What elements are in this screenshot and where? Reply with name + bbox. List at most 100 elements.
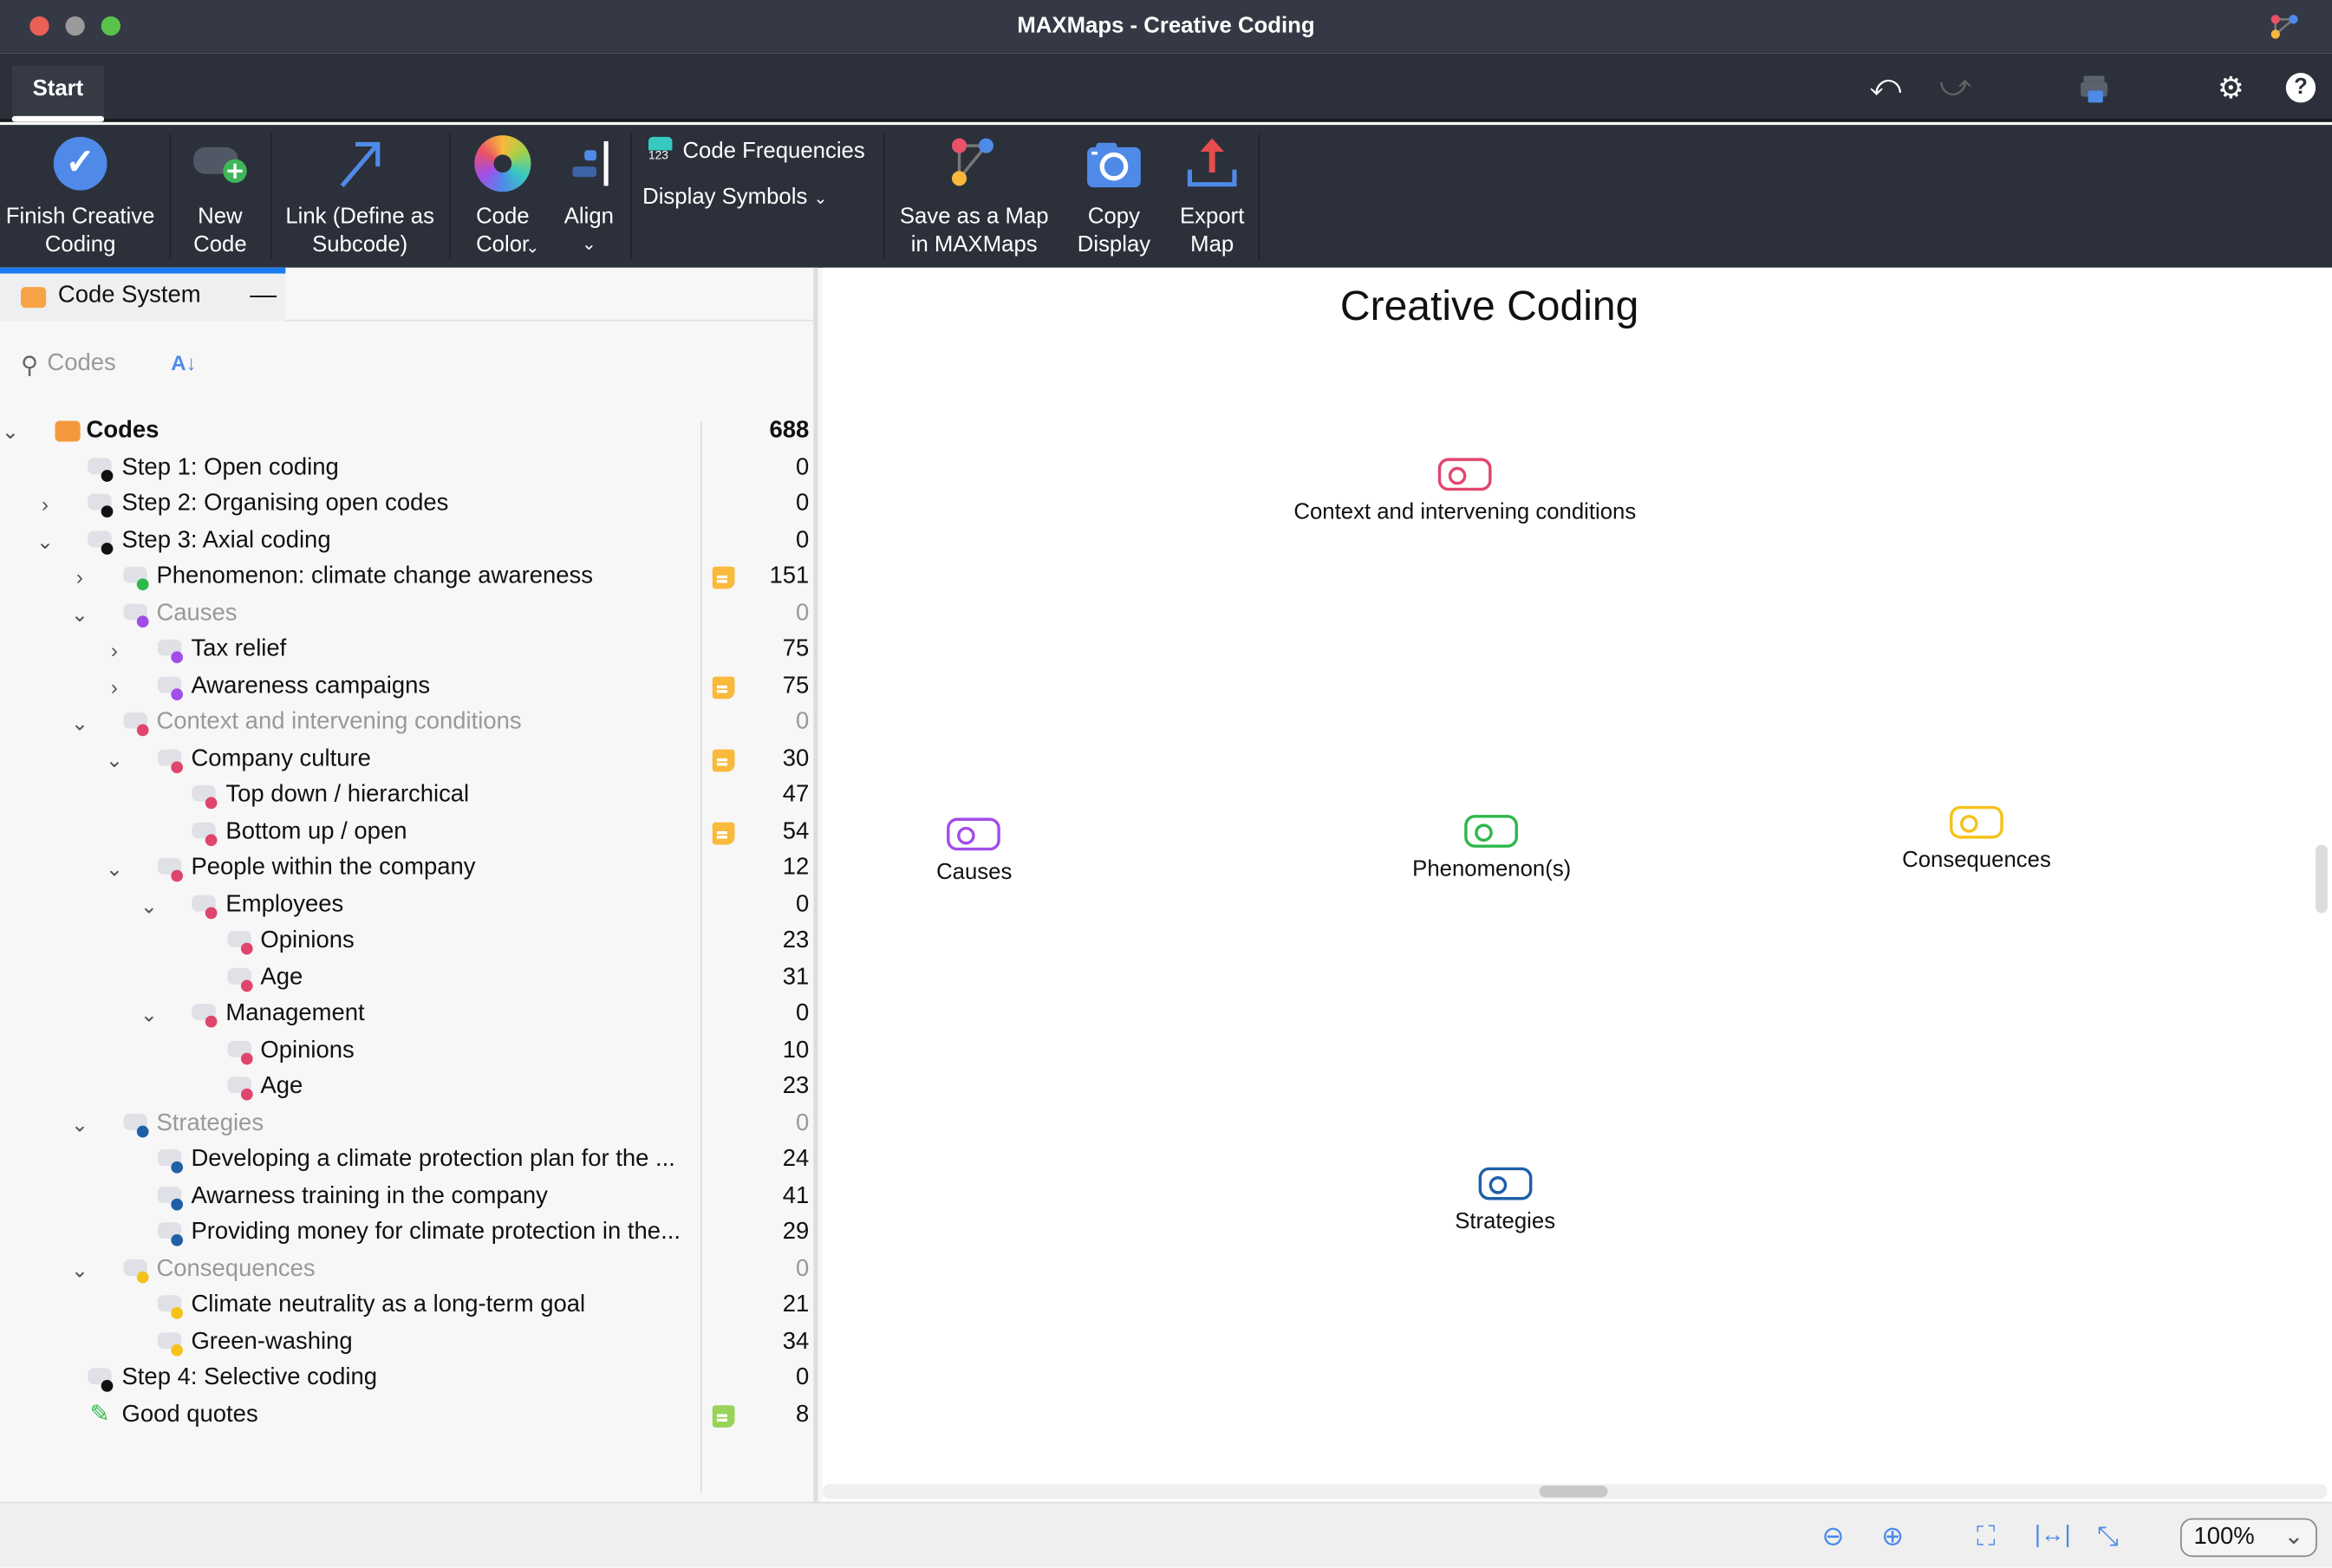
- code-row[interactable]: › Tax relief 75: [0, 632, 815, 667]
- chevron-down-icon[interactable]: ⌄: [105, 856, 123, 881]
- chevron-down-icon[interactable]: ⌄: [1, 419, 20, 444]
- code-row[interactable]: ⌄ Consequences 0: [0, 1252, 815, 1287]
- map-node[interactable]: Strategies: [1455, 1167, 1555, 1234]
- code-row[interactable]: Step 1: Open coding 0: [0, 450, 815, 485]
- export-map-button[interactable]: Export Map: [1169, 125, 1255, 268]
- zoom-level-value: 100%: [2193, 1524, 2255, 1550]
- save-as-map-button[interactable]: Save as a Map in MAXMaps: [892, 125, 1056, 268]
- collapse-arrows-icon[interactable]: ⤡: [2096, 1521, 2119, 1552]
- code-system-tab[interactable]: Code System —: [0, 273, 286, 322]
- minimize-window-button[interactable]: [65, 16, 85, 36]
- code-row[interactable]: ⌄ People within the company 12: [0, 850, 815, 886]
- chevron-down-icon: ⌄: [525, 239, 540, 257]
- vertical-scroll-thumb[interactable]: [2316, 844, 2328, 914]
- code-row[interactable]: Climate neutrality as a long-term goal 21: [0, 1288, 815, 1324]
- code-frequency: 24: [782, 1146, 810, 1172]
- code-row[interactable]: ⌄ Employees 0: [0, 887, 815, 922]
- status-bar: ⊖ ⊕ ⛶ |↔| ⤡ 100% ⌄: [0, 1501, 2332, 1568]
- code-row[interactable]: Green-washing 34: [0, 1324, 815, 1360]
- map-node-label: Consequences: [1902, 847, 2051, 874]
- map-canvas[interactable]: Creative Coding Context and intervening …: [822, 267, 2332, 1502]
- code-row[interactable]: Age 23: [0, 1069, 815, 1104]
- chevron-down-icon[interactable]: ⌄: [140, 893, 158, 917]
- memo-icon[interactable]: [712, 821, 735, 844]
- code-node-icon: [1464, 815, 1519, 848]
- chevron-right-icon[interactable]: ›: [110, 674, 118, 699]
- code-row[interactable]: ⌄ Codes 688: [0, 413, 815, 449]
- code-row[interactable]: Bottom up / open 54: [0, 814, 815, 849]
- code-frequencies-icon: 123: [648, 136, 673, 164]
- horizontal-scrollbar[interactable]: [822, 1484, 2328, 1500]
- code-row[interactable]: ✎ Good quotes 8: [0, 1397, 815, 1433]
- code-row[interactable]: › Step 2: Organising open codes 0: [0, 486, 815, 522]
- code-row[interactable]: Step 4: Selective coding 0: [0, 1361, 815, 1396]
- horizontal-scroll-thumb[interactable]: [1539, 1485, 1608, 1498]
- chevron-down-icon[interactable]: ⌄: [140, 1002, 158, 1026]
- chevron-right-icon[interactable]: ›: [110, 637, 118, 662]
- code-row[interactable]: Top down / hierarchical 47: [0, 777, 815, 813]
- chevron-down-icon[interactable]: ⌄: [70, 1111, 88, 1135]
- map-node[interactable]: Phenomenon(s): [1412, 815, 1571, 882]
- chevron-down-icon[interactable]: ⌄: [70, 1257, 88, 1281]
- memo-icon[interactable]: [712, 675, 735, 699]
- map-node[interactable]: Causes: [936, 817, 1012, 885]
- undo-icon[interactable]: ⤺: [1869, 69, 1902, 103]
- code-label: Management: [225, 1000, 365, 1026]
- code-row[interactable]: ⌄ Causes 0: [0, 595, 815, 631]
- zoom-out-icon[interactable]: ⊖: [1821, 1521, 1845, 1552]
- code-label: Step 1: Open coding: [121, 454, 339, 480]
- code-row[interactable]: Developing a climate protection plan for…: [0, 1142, 815, 1178]
- code-row[interactable]: › Phenomenon: climate change awareness 151: [0, 559, 815, 595]
- memo-icon[interactable]: [712, 748, 735, 771]
- chevron-down-icon[interactable]: ⌄: [36, 528, 55, 553]
- code-frequency: 30: [782, 745, 810, 771]
- chevron-right-icon[interactable]: ›: [75, 564, 83, 589]
- zoom-window-button[interactable]: [101, 16, 121, 36]
- zoom-in-icon[interactable]: ⊕: [1881, 1521, 1905, 1552]
- tab-start[interactable]: Start: [11, 65, 105, 122]
- close-window-button[interactable]: [29, 16, 49, 36]
- color-wheel-icon: [474, 135, 531, 192]
- finish-creative-coding-button[interactable]: ✓ Finish Creative Coding: [0, 125, 160, 268]
- collapse-panel-button[interactable]: —: [250, 279, 277, 309]
- zoom-level-select[interactable]: 100% ⌄: [2180, 1518, 2317, 1558]
- align-button[interactable]: Align ⌄: [557, 125, 622, 268]
- code-row[interactable]: Providing money for climate protection i…: [0, 1215, 815, 1251]
- settings-gear-icon[interactable]: ⚙: [2217, 73, 2244, 106]
- code-row[interactable]: Opinions 10: [0, 1032, 815, 1068]
- chevron-down-icon[interactable]: ⌄: [105, 747, 123, 771]
- code-row[interactable]: ⌄ Company culture 30: [0, 741, 815, 777]
- chevron-right-icon[interactable]: ›: [41, 491, 49, 517]
- code-row[interactable]: ⌄ Step 3: Axial coding 0: [0, 523, 815, 558]
- memo-icon[interactable]: [712, 1404, 735, 1428]
- code-row[interactable]: Opinions 23: [0, 923, 815, 959]
- code-row[interactable]: › Awareness campaigns 75: [0, 668, 815, 704]
- help-icon[interactable]: ?: [2285, 73, 2316, 103]
- code-color-dot: [240, 1088, 252, 1101]
- new-code-button[interactable]: New Code: [179, 125, 262, 268]
- code-color-button[interactable]: Code Color ⌄: [458, 125, 547, 268]
- code-frequency: 0: [795, 600, 810, 626]
- fit-width-icon[interactable]: |↔|: [2034, 1522, 2071, 1548]
- code-frequencies-toggle[interactable]: 123 Code Frequencies: [648, 136, 865, 164]
- sort-az-icon[interactable]: A↓: [171, 350, 197, 375]
- map-node[interactable]: Context and intervening conditions: [1293, 458, 1636, 525]
- code-row[interactable]: ⌄ Management 0: [0, 996, 815, 1031]
- fit-to-screen-icon[interactable]: ⛶: [1976, 1521, 1996, 1552]
- memo-icon[interactable]: [712, 566, 735, 589]
- map-node[interactable]: Consequences: [1902, 805, 2051, 874]
- print-icon[interactable]: [2079, 75, 2108, 104]
- chevron-down-icon[interactable]: ⌄: [70, 601, 88, 626]
- copy-display-button[interactable]: Copy Display: [1068, 125, 1160, 268]
- code-row[interactable]: Age 31: [0, 960, 815, 995]
- chevron-down-icon[interactable]: ⌄: [70, 711, 88, 735]
- link-subcode-button[interactable]: Link (Define as Subcode): [277, 125, 443, 268]
- code-row[interactable]: ⌄ Context and intervening conditions 0: [0, 705, 815, 740]
- redo-icon[interactable]: ⤻: [1939, 69, 1971, 103]
- new-code-label: New Code: [193, 204, 247, 257]
- ribbon-toolbar: ✓ Finish Creative Coding New Code Link (…: [0, 125, 2332, 268]
- display-symbols-dropdown[interactable]: Display Symbols ⌄: [642, 185, 827, 210]
- code-row[interactable]: Awarness training in the company 41: [0, 1179, 815, 1214]
- code-row[interactable]: ⌄ Strategies 0: [0, 1106, 815, 1142]
- code-search-field[interactable]: ⚲ Codes: [21, 351, 116, 381]
